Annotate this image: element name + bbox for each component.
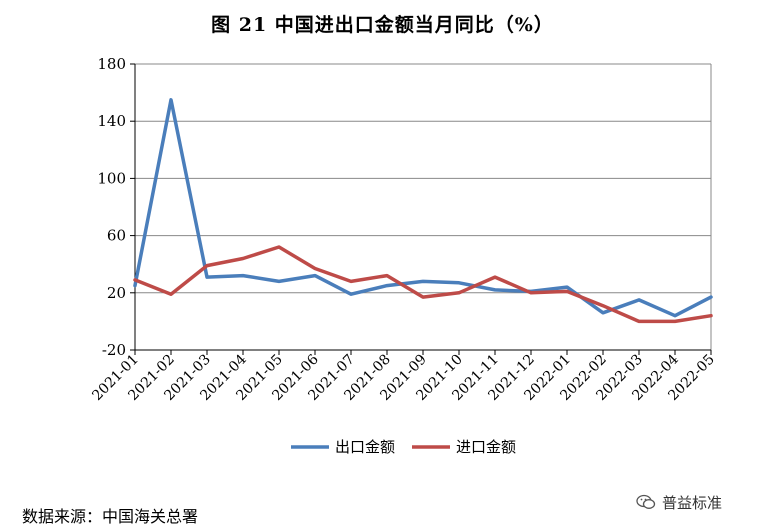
y-tick-label: 180 [97,55,126,73]
series-line-2 [133,245,713,324]
tick-labels: -2020601001401802021-012021-022021-03202… [89,55,717,404]
chart-title: 图 21 中国进出口金额当月同比（%） [211,14,554,36]
legend: 出口金额 进口金额 [291,438,516,456]
watermark: 普益标准 [636,489,756,515]
source-note: 数据来源：中国海关总署 [22,507,199,526]
wechat-icon [636,494,656,509]
series-line-1 [133,98,713,318]
legend-label-2: 进口金额 [456,438,516,456]
grid-lines [135,63,711,351]
watermark-text: 普益标准 [662,493,723,512]
y-tick-label: 20 [107,284,126,302]
axes [130,63,712,355]
y-tick-label: -20 [102,341,126,359]
y-tick-label: 100 [97,169,126,187]
series-lines [133,98,713,324]
y-tick-label: 60 [107,227,126,245]
legend-label-1: 出口金额 [335,438,395,456]
y-tick-label: 140 [97,112,126,130]
